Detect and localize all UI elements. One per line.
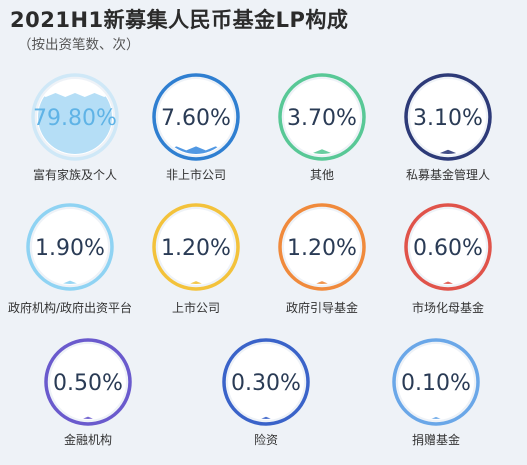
bubble-category-label: 险资 [254, 432, 278, 447]
bubble-category-label: 市场化母基金 [412, 300, 484, 315]
bubble-liquid [399, 416, 473, 419]
bubble-9: 0.50% 金融机构 [44, 338, 132, 447]
bubble-category-label: 捐赠基金 [412, 432, 460, 447]
bubble-value-label: 1.20% [161, 236, 231, 261]
bubble-10: 0.30% 险资 [222, 338, 310, 447]
bubble-6: 1.20% 上市公司 [152, 203, 240, 315]
bubble-liquid [51, 416, 125, 419]
bubble-7: 1.20% 政府引导基金 [278, 203, 366, 315]
bubble-2: 7.60% 非上市公司 [152, 73, 240, 182]
bubble-category-label: 政府机构/政府出资平台 [8, 300, 132, 315]
bubble-inner [50, 344, 126, 420]
bubble-ring [44, 338, 132, 426]
bubble-inner [284, 209, 360, 285]
bubble-ring [222, 338, 310, 426]
bubble-11: 0.10% 捐赠基金 [392, 338, 480, 447]
bubble-category-label: 非上市公司 [166, 167, 226, 182]
bubble-ring [152, 203, 240, 291]
bubble-value-label: 0.50% [53, 371, 123, 396]
bubble-liquid [38, 92, 112, 154]
bubble-liquid [411, 281, 485, 284]
bubble-value-label: 1.20% [287, 236, 357, 261]
bubble-inner [410, 209, 486, 285]
bubble-4: 3.10% 私募基金管理人 [404, 73, 492, 182]
bubble-value-label: 0.60% [413, 236, 483, 261]
bubble-ring [392, 338, 480, 426]
bubble-liquid [285, 281, 359, 284]
bubble-5: 1.90% 政府机构/政府出资平台 [8, 203, 132, 315]
bubble-liquid [159, 281, 233, 284]
bubble-value-label: 0.10% [401, 371, 471, 396]
bubble-inner [228, 344, 304, 420]
bubble-ring [152, 73, 240, 161]
bubble-ring [404, 73, 492, 161]
bubble-3: 3.70% 其他 [278, 73, 366, 182]
bubble-inner [410, 79, 486, 155]
chart-subtitle: （按出资笔数、次） [18, 37, 140, 53]
bubble-value-label: 79.80% [33, 106, 117, 131]
bubble-category-label: 私募基金管理人 [406, 167, 490, 182]
bubble-value-label: 0.30% [231, 371, 301, 396]
bubble-ring [26, 203, 114, 291]
bubble-ring [31, 73, 119, 161]
bubble-liquid [229, 416, 303, 419]
bubble-8: 0.60% 市场化母基金 [404, 203, 492, 315]
bubble-value-label: 3.70% [287, 106, 357, 131]
bubble-value-label: 3.10% [413, 106, 483, 131]
bubble-1: 79.80% 富有家族及个人 [31, 73, 119, 182]
bubble-category-label: 金融机构 [64, 432, 112, 447]
bubble-value-label: 7.60% [161, 106, 231, 131]
bubble-category-label: 上市公司 [172, 300, 220, 315]
bubble-ring [278, 203, 366, 291]
bubble-category-label: 其他 [310, 168, 334, 182]
bubble-ring [278, 73, 366, 161]
bubble-value-label: 1.90% [35, 236, 105, 261]
bubble-inner [284, 79, 360, 155]
bubble-inner [32, 209, 108, 285]
bubble-ring [404, 203, 492, 291]
bubble-inner [158, 209, 234, 285]
bubble-inner [398, 344, 474, 420]
bubble-liquid [33, 280, 107, 284]
bubble-inner [158, 79, 234, 155]
chart-title: 2021H1新募集人民币基金LP构成 [10, 8, 349, 32]
bubble-category-label: 富有家族及个人 [33, 167, 117, 182]
bubble-category-label: 政府引导基金 [286, 300, 358, 315]
